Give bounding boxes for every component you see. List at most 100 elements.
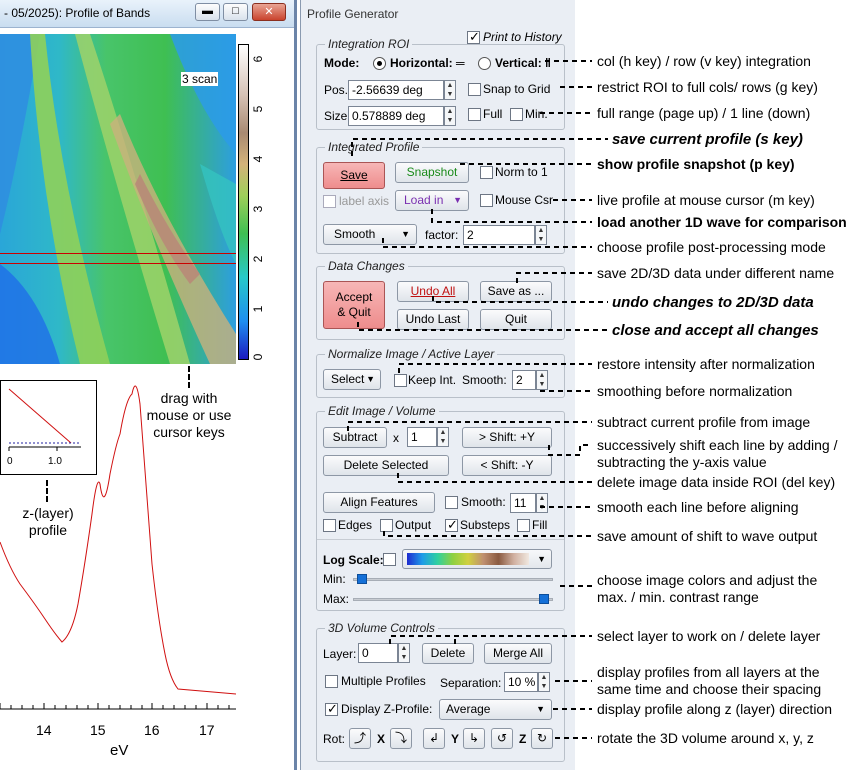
align-features-button[interactable]: Align Features — [323, 492, 435, 513]
factor-stepper[interactable]: ▲ ▼ — [535, 225, 547, 245]
max-contrast-slider[interactable] — [353, 598, 553, 601]
data-changes-title: Data Changes — [325, 259, 408, 273]
merge-all-button[interactable]: Merge All — [484, 643, 552, 664]
rot-label: Rot: — [323, 732, 346, 746]
subtract-factor-field[interactable]: 1 — [407, 427, 437, 447]
edit-image-title: Edit Image / Volume — [325, 404, 439, 418]
annotation-shift: successively shift each line by adding /… — [597, 437, 838, 470]
subtract-factor-stepper[interactable]: ▲ ▼ — [437, 427, 449, 447]
pos-stepper[interactable]: ▲ ▼ — [444, 80, 456, 100]
max-contrast-thumb[interactable] — [539, 594, 550, 604]
subtract-button[interactable]: Subtract — [323, 427, 387, 448]
snapshot-button[interactable]: Snapshot — [395, 162, 469, 183]
leader-save-as — [516, 272, 592, 283]
align-smooth-checkbox[interactable] — [445, 496, 458, 509]
z-profile-pointer-line — [46, 480, 48, 502]
display-z-profile-label: Display Z-Profile: — [341, 702, 433, 716]
print-history-checkbox[interactable] — [467, 29, 480, 45]
pos-field[interactable]: -2.56639 deg — [348, 80, 444, 100]
z-profile-mode-label: Average — [446, 702, 491, 716]
log-scale-checkbox[interactable] — [383, 553, 396, 566]
delete-selected-button[interactable]: Delete Selected — [323, 455, 449, 476]
min-checkbox[interactable] — [510, 108, 523, 121]
maximize-button[interactable]: □ — [223, 3, 248, 21]
color-table-dropdown[interactable]: ▼ — [402, 549, 552, 569]
rotate-y-cw-button[interactable]: ↳ — [463, 728, 485, 749]
min-contrast-slider[interactable] — [353, 578, 553, 581]
z-profile-inset[interactable]: 0 1.0 — [0, 380, 97, 475]
output-checkbox[interactable] — [380, 519, 393, 532]
display-z-profile-checkbox[interactable] — [325, 701, 338, 717]
undo-last-button[interactable]: Undo Last — [397, 309, 469, 330]
snap-grid-checkbox[interactable] — [468, 83, 481, 96]
roi-line-bottom[interactable] — [0, 263, 236, 264]
save-as-button[interactable]: Save as ... — [480, 281, 552, 302]
normalize-smooth-field[interactable]: 2 — [512, 370, 536, 390]
accept-quit-button[interactable]: Accept & Quit — [323, 281, 385, 329]
mouse-csr-checkbox[interactable] — [480, 194, 493, 207]
edges-checkbox[interactable] — [323, 519, 336, 532]
min-label: Min. — [525, 107, 548, 121]
undo-all-button[interactable]: Undo All — [397, 281, 469, 302]
rotate-x-ccw-button[interactable]: ⤴ — [349, 728, 371, 749]
image-window-titlebar[interactable]: - 05/2025): Profile of Bands ▬ □ ✕ — [0, 0, 294, 28]
norm-checkbox[interactable] — [480, 166, 493, 179]
layer-field[interactable]: 0 — [358, 643, 398, 663]
select-dropdown[interactable]: Select ▼ — [323, 369, 381, 390]
roi-line-top[interactable] — [0, 253, 236, 254]
rotate-z-ccw-button[interactable]: ↺ — [491, 728, 513, 749]
rotate-x-cw-button[interactable]: ⤵ — [390, 728, 412, 749]
close-icon: ✕ — [264, 6, 274, 18]
rotate-y-ccw-button[interactable]: ↲ — [423, 728, 445, 749]
substeps-checkbox[interactable] — [445, 517, 458, 533]
edges-label: Edges — [338, 518, 373, 532]
annotation-smooth-mode: choose profile post-processing mode — [597, 239, 826, 255]
min-contrast-thumb[interactable] — [356, 574, 367, 584]
size-field[interactable]: 0.578889 deg — [348, 106, 444, 126]
z-profile-note: z-(layer) profile — [22, 505, 74, 538]
band-image[interactable] — [0, 34, 236, 364]
annotation-rotate: rotate the 3D volume around x, y, z — [597, 730, 814, 746]
band-image-graphic — [0, 34, 236, 364]
horizontal-radio[interactable] — [373, 57, 386, 70]
pos-label: Pos.: — [324, 83, 352, 97]
normalize-smooth-stepper[interactable]: ▲ ▼ — [536, 370, 548, 390]
select-label: Select — [331, 372, 365, 386]
fill-checkbox[interactable] — [517, 519, 530, 532]
align-smooth-field[interactable]: 11 — [510, 493, 536, 513]
shift-down-button[interactable]: < Shift: -Y — [462, 455, 552, 476]
close-button[interactable]: ✕ — [252, 3, 286, 21]
keep-int-checkbox[interactable] — [394, 374, 407, 387]
edit-image-group: Edit Image / Volume Subtract x 1 ▲ ▼ > Sh… — [316, 404, 565, 611]
factor-field[interactable]: 2 — [463, 225, 535, 245]
minimize-button[interactable]: ▬ — [195, 3, 220, 21]
shift-up-button[interactable]: > Shift: +Y — [462, 427, 552, 448]
layer-stepper[interactable]: ▲ ▼ — [398, 643, 410, 663]
full-checkbox[interactable] — [468, 108, 481, 121]
annotation-save-profile: save current profile (s key) — [612, 131, 803, 148]
multiple-profiles-checkbox[interactable] — [325, 675, 338, 688]
data-changes-group: Data Changes Accept & Quit Undo All Save… — [316, 259, 565, 340]
delete-layer-button[interactable]: Delete — [422, 643, 474, 664]
annotation-subtract: subtract current profile from image — [597, 414, 811, 430]
vertical-radio[interactable] — [478, 57, 491, 70]
rotate-ccw-icon: ⤴ — [353, 731, 366, 745]
rotate-z-cw-button[interactable]: ↻ — [531, 728, 553, 749]
label-axis-checkbox[interactable] — [323, 195, 336, 208]
chevron-down-icon: ▼ — [401, 229, 410, 239]
save-profile-button[interactable]: Save — [323, 162, 385, 189]
edit-divider — [317, 539, 564, 540]
size-stepper[interactable]: ▲ ▼ — [444, 106, 456, 126]
z-profile-mode-dropdown[interactable]: Average ▼ — [439, 699, 552, 720]
x-tick-16: 16 — [144, 722, 160, 738]
separation-stepper[interactable]: ▲ ▼ — [538, 672, 550, 692]
rotate-ccw-icon: ↺ — [496, 731, 508, 745]
leader-output — [383, 531, 592, 537]
separation-field[interactable]: 10 % — [504, 672, 538, 692]
leader-accept — [357, 322, 608, 331]
integrated-profile-plot[interactable] — [0, 364, 294, 770]
rotate-cw-icon: ↻ — [536, 731, 548, 745]
annotation-keep-int: restore intensity after normalization — [597, 356, 815, 372]
smooth-mode-dropdown[interactable]: Smooth ▼ — [323, 224, 417, 245]
